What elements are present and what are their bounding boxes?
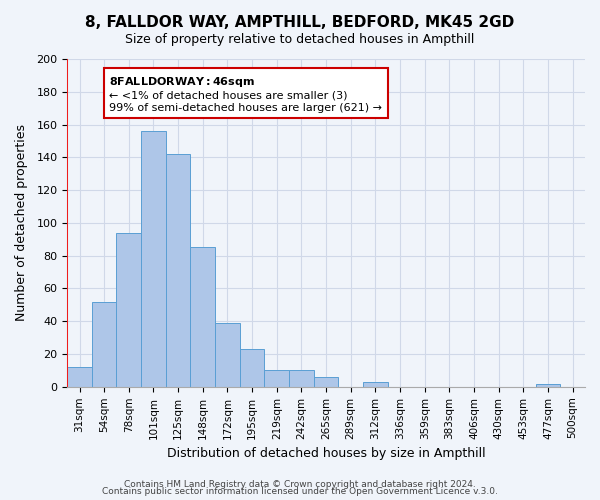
Bar: [240, 349, 265, 387]
Text: 8, FALLDOR WAY, AMPTHILL, BEDFORD, MK45 2GD: 8, FALLDOR WAY, AMPTHILL, BEDFORD, MK45 …: [85, 15, 515, 30]
Text: Size of property relative to detached houses in Ampthill: Size of property relative to detached ho…: [125, 32, 475, 46]
Bar: [363, 382, 388, 387]
Bar: [92, 302, 116, 387]
X-axis label: Distribution of detached houses by size in Ampthill: Distribution of detached houses by size …: [167, 447, 485, 460]
Bar: [536, 384, 560, 387]
Text: Contains HM Land Registry data © Crown copyright and database right 2024.: Contains HM Land Registry data © Crown c…: [124, 480, 476, 489]
Bar: [190, 248, 215, 387]
Bar: [265, 370, 289, 387]
Text: $\bf{8 FALLDOR WAY: 46sqm}$
← <1% of detached houses are smaller (3)
99% of semi: $\bf{8 FALLDOR WAY: 46sqm}$ ← <1% of det…: [109, 76, 382, 112]
Bar: [215, 323, 240, 387]
Bar: [141, 131, 166, 387]
Text: Contains public sector information licensed under the Open Government Licence v.: Contains public sector information licen…: [102, 488, 498, 496]
Bar: [67, 367, 92, 387]
Bar: [314, 377, 338, 387]
Y-axis label: Number of detached properties: Number of detached properties: [15, 124, 28, 322]
Bar: [166, 154, 190, 387]
Bar: [289, 370, 314, 387]
Bar: [116, 232, 141, 387]
